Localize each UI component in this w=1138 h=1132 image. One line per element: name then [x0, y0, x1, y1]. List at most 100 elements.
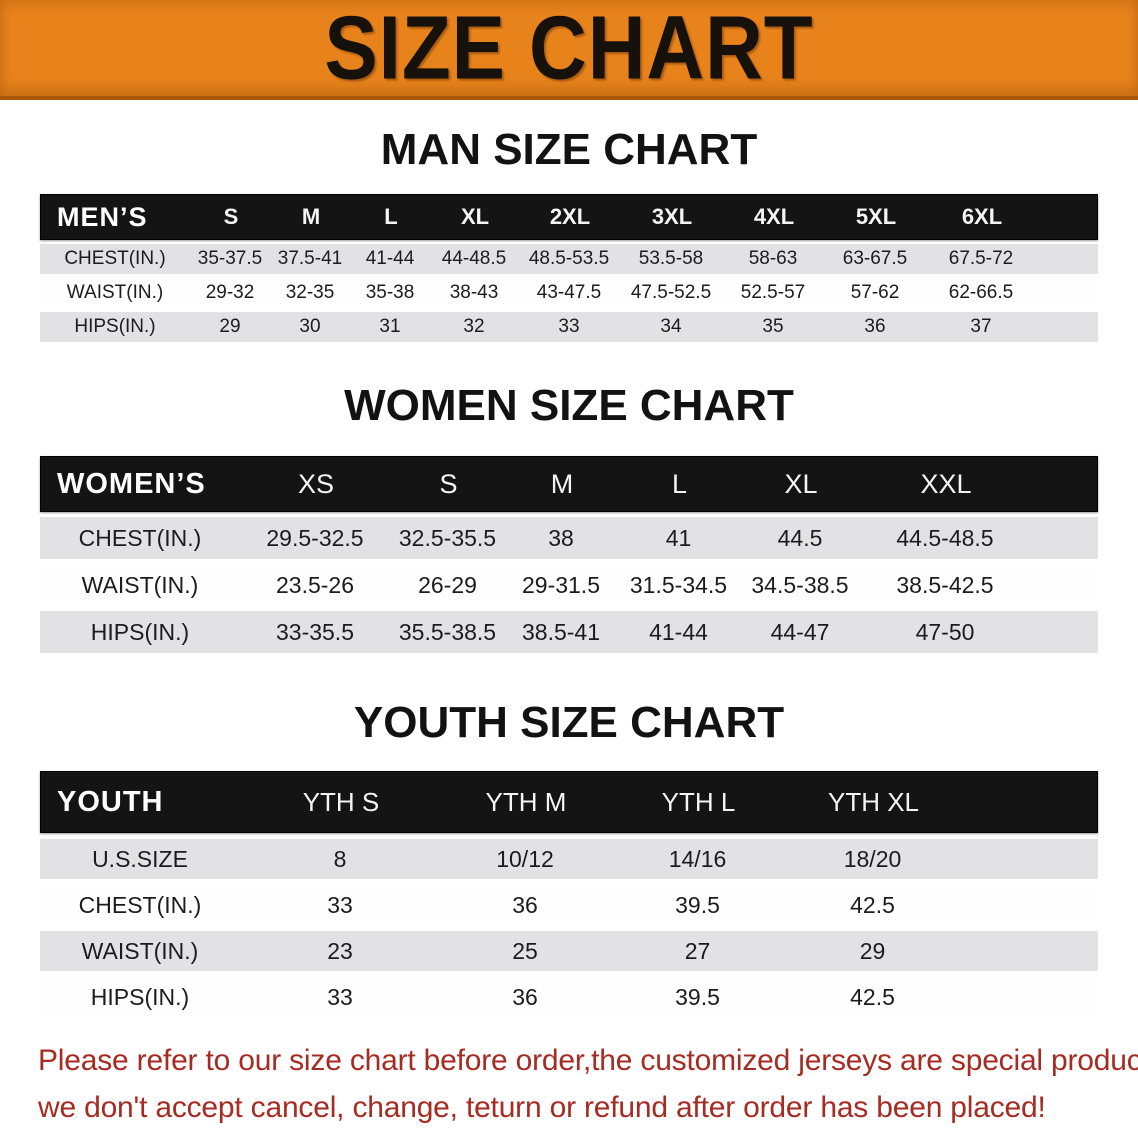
size-value: 33-35.5: [275, 618, 354, 645]
youth-size-column: YTH M: [485, 786, 567, 817]
men-hips-row: HIPS(IN.) 29 30 31 32 33 34 35 36 37: [40, 312, 1098, 342]
size-value: 38-43: [449, 282, 499, 303]
youth-hips-row: HIPS(IN.) 33 36 39.5 42.5: [40, 977, 1098, 1017]
size-value: 36: [512, 983, 538, 1010]
size-value: 29: [219, 316, 241, 337]
men-table-header-row: MEN’S S M L XL 2XL 3XL 4XL 5XL 6XL: [40, 194, 1098, 240]
size-value: 41-44: [649, 618, 708, 645]
size-value: 44.5: [777, 524, 823, 551]
men-size-column: 3XL: [651, 204, 693, 229]
row-label: HIPS(IN.): [90, 618, 190, 645]
size-value: 67.5-72: [948, 248, 1014, 269]
women-size-column: M: [550, 468, 574, 499]
row-label: CHEST(IN.): [78, 891, 202, 918]
size-value: 31: [379, 316, 401, 337]
youth-size-table: YOUTH YTH S YTH M YTH L YTH XL U.S.SIZE …: [40, 771, 1098, 1017]
size-value: 36: [512, 891, 538, 918]
women-size-column: S: [439, 468, 458, 499]
men-size-column: 4XL: [753, 204, 795, 229]
size-value: 35-37.5: [197, 248, 263, 269]
notice-line-1: Please refer to our size chart before or…: [38, 1044, 1138, 1077]
size-value: 25: [512, 937, 538, 964]
youth-ussize-row: U.S.SIZE 8 10/12 14/16 18/20: [40, 839, 1098, 879]
row-label: WAIST(IN.): [66, 282, 164, 303]
size-value: 38: [548, 524, 574, 551]
size-value: 29-32: [205, 282, 255, 303]
men-size-column: 6XL: [961, 204, 1003, 229]
size-value: 23: [327, 937, 353, 964]
size-value: 39.5: [675, 891, 720, 918]
women-size-column: XS: [297, 468, 335, 499]
row-label: U.S.SIZE: [92, 845, 188, 872]
size-value: 38.5-41: [521, 618, 600, 645]
women-size-column: XXL: [920, 468, 972, 499]
size-chart-banner: SIZE CHART: [0, 0, 1138, 100]
youth-table-header-row: YOUTH YTH S YTH M YTH L YTH XL: [40, 771, 1098, 833]
women-size-column: XL: [784, 468, 818, 499]
youth-table-title: YOUTH: [57, 785, 164, 818]
row-label: CHEST(IN.): [64, 248, 166, 269]
size-value: 44-47: [770, 618, 830, 645]
size-value: 27: [684, 937, 711, 964]
size-value: 35-38: [365, 282, 415, 303]
size-value: 58-63: [748, 248, 798, 269]
size-value: 29: [859, 937, 886, 964]
men-size-column: XL: [460, 204, 490, 229]
size-value: 52.5-57: [740, 282, 806, 303]
youth-waist-row: WAIST(IN.) 23 25 27 29: [40, 931, 1098, 971]
size-value: 48.5-53.5: [528, 248, 610, 269]
size-value: 44-48.5: [441, 248, 507, 269]
row-label: HIPS(IN.): [74, 316, 156, 337]
size-value: 23.5-26: [275, 571, 354, 598]
size-value: 47.5-52.5: [630, 282, 712, 303]
size-value: 47-50: [915, 618, 975, 645]
youth-section-heading: YOUTH SIZE CHART: [353, 698, 785, 747]
order-policy-notice: Please refer to our size chart before or…: [38, 1037, 1138, 1131]
size-value: 32.5-35.5: [398, 524, 497, 551]
size-value: 63-67.5: [842, 248, 908, 269]
size-value: 33: [327, 891, 353, 918]
men-section-heading: MAN SIZE CHART: [380, 125, 758, 174]
size-value: 37.5-41: [277, 248, 343, 269]
women-table-header-row: WOMEN’S XS S M L XL XXL: [40, 456, 1098, 512]
banner-title: SIZE CHART: [324, 0, 814, 98]
men-table-title: MEN’S: [57, 201, 148, 232]
women-waist-row: WAIST(IN.) 23.5-26 26-29 29-31.5 31.5-34…: [40, 564, 1098, 606]
size-value: 41-44: [365, 248, 415, 269]
row-label: WAIST(IN.): [81, 571, 199, 598]
size-value: 35.5-38.5: [398, 618, 497, 645]
youth-size-column: YTH XL: [827, 786, 920, 817]
size-value: 31.5-34.5: [629, 571, 728, 598]
men-size-column: 5XL: [855, 204, 897, 229]
size-value: 14/16: [668, 845, 727, 872]
size-value: 35: [762, 316, 784, 337]
size-value: 33: [327, 983, 353, 1010]
youth-size-column: YTH S: [302, 786, 380, 817]
women-size-table: WOMEN’S XS S M L XL XXL CHEST(IN.) 29.5-…: [40, 456, 1098, 653]
size-value: 34.5-38.5: [751, 571, 849, 598]
size-value: 38.5-42.5: [896, 571, 994, 598]
size-value: 36: [864, 316, 886, 337]
youth-chest-row: CHEST(IN.) 33 36 39.5 42.5: [40, 885, 1098, 925]
men-chest-row: CHEST(IN.) 35-37.5 37.5-41 41-44 44-48.5…: [40, 244, 1098, 274]
size-value: 29.5-32.5: [266, 524, 364, 551]
women-chest-row: CHEST(IN.) 29.5-32.5 32.5-35.5 38 41 44.…: [40, 517, 1098, 559]
women-hips-row: HIPS(IN.) 33-35.5 35.5-38.5 38.5-41 41-4…: [40, 611, 1098, 653]
size-value: 41: [665, 524, 692, 551]
size-value: 30: [299, 316, 321, 337]
row-label: HIPS(IN.): [90, 983, 190, 1010]
men-size-column: M: [301, 204, 321, 229]
size-value: 32: [463, 316, 485, 337]
size-value: 34: [660, 316, 682, 337]
size-value: 42.5: [850, 891, 895, 918]
size-value: 33: [558, 316, 580, 337]
youth-size-column: YTH L: [661, 786, 736, 817]
size-value: 53.5-58: [638, 248, 704, 269]
men-size-column: L: [384, 204, 398, 229]
size-value: 43-47.5: [536, 282, 602, 303]
men-size-column: S: [223, 204, 239, 229]
size-value: 57-62: [850, 282, 900, 303]
men-size-table: MEN’S S M L XL 2XL 3XL 4XL 5XL 6XL CHEST…: [40, 194, 1098, 342]
size-value: 29-31.5: [521, 571, 600, 598]
size-value: 37: [970, 316, 992, 337]
